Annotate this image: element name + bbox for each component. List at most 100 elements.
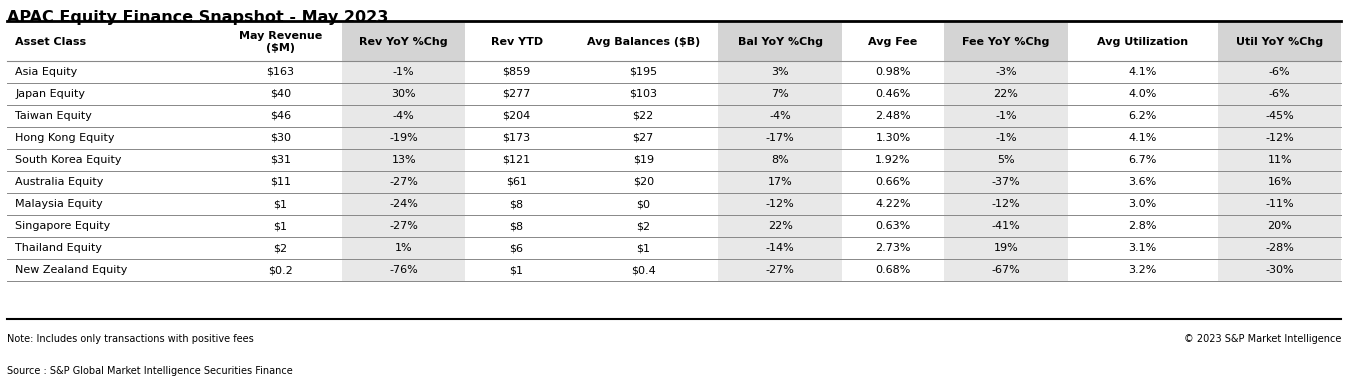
Bar xyxy=(465,105,568,127)
Bar xyxy=(718,23,841,61)
Text: -67%: -67% xyxy=(992,265,1020,275)
Bar xyxy=(841,215,945,237)
Text: 7%: 7% xyxy=(771,89,789,99)
Text: $22: $22 xyxy=(632,111,654,121)
Bar xyxy=(7,237,218,259)
Text: New Zealand Equity: New Zealand Equity xyxy=(15,265,128,275)
Text: $8: $8 xyxy=(510,199,523,209)
Bar xyxy=(1068,127,1219,149)
Text: 8%: 8% xyxy=(771,155,789,165)
Text: Note: Includes only transactions with positive fees: Note: Includes only transactions with po… xyxy=(7,334,253,344)
Bar xyxy=(465,23,568,61)
Text: -6%: -6% xyxy=(1268,89,1290,99)
Bar xyxy=(342,23,465,61)
Bar xyxy=(342,61,465,83)
Text: -17%: -17% xyxy=(766,133,794,143)
Bar xyxy=(218,83,342,105)
Text: -12%: -12% xyxy=(992,199,1020,209)
Bar xyxy=(718,105,841,127)
Text: $0.2: $0.2 xyxy=(268,265,293,275)
Bar xyxy=(7,259,218,281)
Text: 2.48%: 2.48% xyxy=(875,111,911,121)
Bar xyxy=(568,23,718,61)
Bar xyxy=(465,127,568,149)
Text: $11: $11 xyxy=(270,177,291,187)
Text: $20: $20 xyxy=(632,177,654,187)
Text: Avg Fee: Avg Fee xyxy=(868,37,918,47)
Bar xyxy=(718,171,841,193)
Text: -1%: -1% xyxy=(995,111,1016,121)
Text: 0.63%: 0.63% xyxy=(875,221,911,231)
Text: $40: $40 xyxy=(270,89,291,99)
Text: 0.98%: 0.98% xyxy=(875,66,911,77)
Bar xyxy=(1068,237,1219,259)
Text: -14%: -14% xyxy=(766,243,794,253)
Bar xyxy=(945,127,1068,149)
Bar xyxy=(218,127,342,149)
Text: -27%: -27% xyxy=(390,177,418,187)
Bar xyxy=(718,127,841,149)
Bar xyxy=(841,237,945,259)
Bar xyxy=(1068,193,1219,215)
Bar xyxy=(945,237,1068,259)
Bar xyxy=(465,83,568,105)
Text: $46: $46 xyxy=(270,111,291,121)
Text: -12%: -12% xyxy=(1266,133,1294,143)
Bar xyxy=(465,149,568,171)
Text: 3.2%: 3.2% xyxy=(1128,265,1157,275)
Bar xyxy=(1068,259,1219,281)
Bar xyxy=(841,259,945,281)
Text: 30%: 30% xyxy=(391,89,417,99)
Bar xyxy=(342,215,465,237)
Bar xyxy=(1068,83,1219,105)
Bar xyxy=(841,171,945,193)
Text: -30%: -30% xyxy=(1266,265,1294,275)
Bar xyxy=(7,215,218,237)
Text: Thailand Equity: Thailand Equity xyxy=(15,243,102,253)
Text: 2.8%: 2.8% xyxy=(1128,221,1157,231)
Text: 4.22%: 4.22% xyxy=(875,199,911,209)
Bar xyxy=(218,149,342,171)
Text: 6.2%: 6.2% xyxy=(1128,111,1157,121)
Bar xyxy=(342,149,465,171)
Text: 1.92%: 1.92% xyxy=(875,155,911,165)
Text: $103: $103 xyxy=(630,89,658,99)
Text: 20%: 20% xyxy=(1267,221,1291,231)
Text: Malaysia Equity: Malaysia Equity xyxy=(15,199,102,209)
Bar xyxy=(342,105,465,127)
Bar xyxy=(1219,193,1341,215)
Text: -1%: -1% xyxy=(995,133,1016,143)
Text: -4%: -4% xyxy=(392,111,415,121)
Text: Hong Kong Equity: Hong Kong Equity xyxy=(15,133,115,143)
Bar xyxy=(1068,23,1219,61)
Bar xyxy=(342,171,465,193)
Text: $31: $31 xyxy=(270,155,291,165)
Bar xyxy=(718,61,841,83)
Bar xyxy=(218,259,342,281)
Bar xyxy=(718,237,841,259)
Text: 4.1%: 4.1% xyxy=(1128,66,1157,77)
Bar xyxy=(7,83,218,105)
Text: Taiwan Equity: Taiwan Equity xyxy=(15,111,92,121)
Bar xyxy=(465,171,568,193)
Bar xyxy=(945,171,1068,193)
Text: -11%: -11% xyxy=(1266,199,1294,209)
Bar xyxy=(1068,171,1219,193)
Bar xyxy=(718,215,841,237)
Text: $19: $19 xyxy=(632,155,654,165)
Text: Japan Equity: Japan Equity xyxy=(15,89,85,99)
Bar xyxy=(841,83,945,105)
Text: 1.30%: 1.30% xyxy=(875,133,911,143)
Text: -28%: -28% xyxy=(1266,243,1294,253)
Text: Util YoY %Chg: Util YoY %Chg xyxy=(1236,37,1324,47)
Bar xyxy=(218,23,342,61)
Text: -41%: -41% xyxy=(992,221,1020,231)
Bar xyxy=(1219,259,1341,281)
Bar xyxy=(841,149,945,171)
Text: 5%: 5% xyxy=(998,155,1015,165)
Bar xyxy=(342,83,465,105)
Bar xyxy=(1068,215,1219,237)
Text: $163: $163 xyxy=(267,66,294,77)
Text: $0: $0 xyxy=(636,199,650,209)
Bar xyxy=(1219,127,1341,149)
